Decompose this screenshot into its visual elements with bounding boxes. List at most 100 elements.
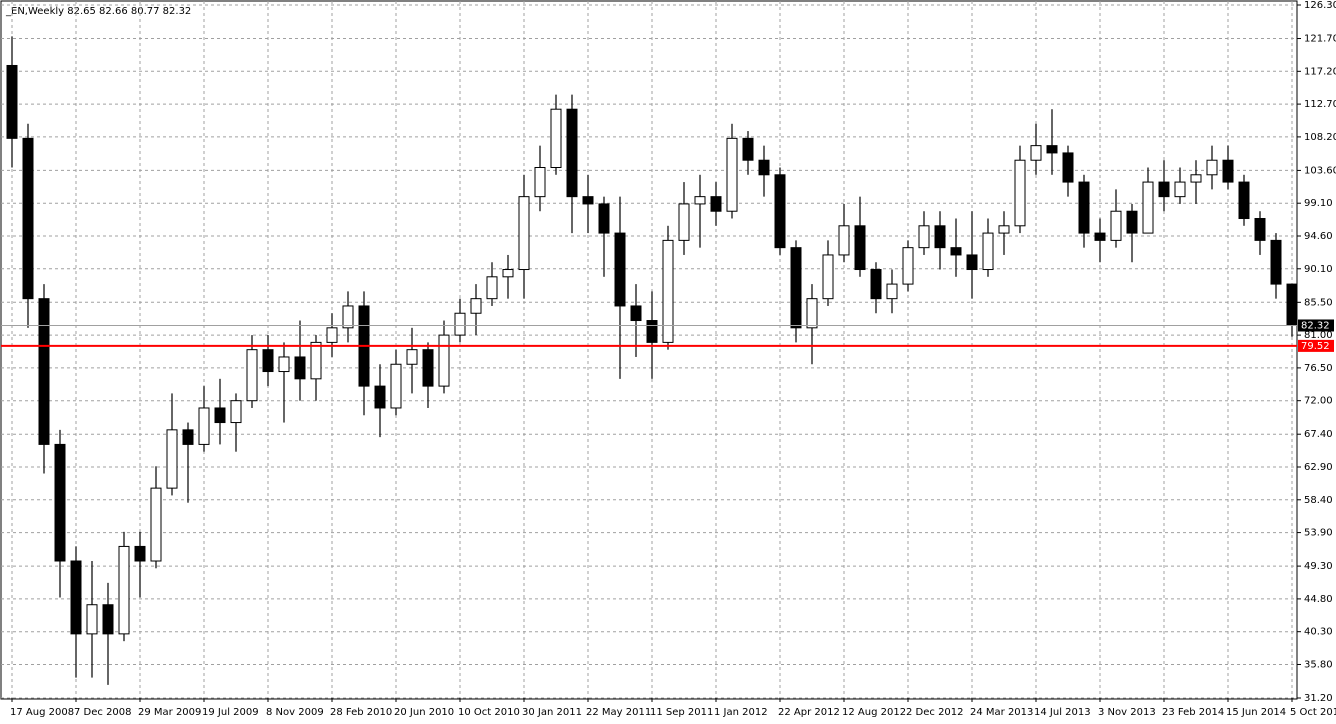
x-tick-label: 7 Dec 2008 (74, 707, 132, 718)
candle-body (662, 239, 674, 343)
y-tick-label: 81.00 (1304, 330, 1333, 341)
candle-body (918, 225, 930, 249)
candle-body (454, 312, 466, 336)
candle-body (86, 604, 98, 635)
candle-body (1286, 283, 1298, 326)
candle-body (870, 269, 882, 300)
candle-body (1046, 145, 1058, 154)
x-tick-label: 22 May 2011 (586, 707, 651, 718)
candle-body (1126, 210, 1138, 234)
x-tick-label: 20 Jun 2010 (394, 707, 454, 718)
candle-body (886, 283, 898, 300)
candle-body (630, 305, 642, 322)
y-tick-label: 112.70 (1304, 99, 1336, 110)
x-tick-label: 30 Jan 2011 (522, 707, 582, 718)
x-tick-label: 17 Aug 2008 (10, 707, 74, 718)
candle-body (390, 363, 402, 409)
candle-body (214, 407, 226, 424)
candle-body (406, 349, 418, 365)
candle-body (1014, 159, 1026, 227)
candle-body (822, 254, 834, 300)
candle-body (54, 443, 66, 562)
y-tick-label: 72.00 (1304, 396, 1333, 407)
x-tick-label: 28 Feb 2010 (330, 707, 392, 718)
candle-body (646, 320, 658, 343)
candle-body (422, 349, 434, 387)
y-tick-label: 90.10 (1304, 264, 1333, 275)
candle-body (998, 225, 1010, 234)
y-tick-label: 53.90 (1304, 528, 1333, 539)
y-tick-label: 40.30 (1304, 627, 1333, 638)
candle-body (262, 349, 274, 373)
candle-body (966, 254, 978, 271)
candle-body (310, 341, 322, 380)
candle-body (518, 196, 530, 271)
x-tick-label: 1 Jan 2012 (714, 707, 768, 718)
y-tick-label: 126.30 (1304, 0, 1336, 11)
x-tick-label: 2 Dec 2012 (906, 707, 964, 718)
candle-body (1190, 174, 1202, 183)
candle-body (438, 334, 450, 387)
candle-body (694, 196, 706, 205)
candle-body (230, 400, 242, 424)
candle-body (182, 429, 194, 445)
y-tick-label: 85.50 (1304, 297, 1333, 308)
x-tick-label: 12 Aug 2012 (842, 707, 906, 718)
y-tick-label: 121.70 (1304, 34, 1336, 45)
x-tick-label: 29 Mar 2009 (138, 707, 201, 718)
chart-title: _EN,Weekly 82.65 82.66 80.77 82.32 (5, 6, 191, 17)
y-tick-label: 31.20 (1304, 693, 1333, 704)
candle-body (246, 349, 258, 402)
x-tick-label: 23 Feb 2014 (1162, 707, 1224, 718)
candle-body (486, 276, 498, 300)
hline-price-box (1298, 339, 1334, 352)
y-tick-label: 117.20 (1304, 66, 1336, 77)
plot-frame (0, 0, 1298, 700)
candle-body (118, 545, 130, 635)
candle-body (1078, 181, 1090, 234)
candle-body (1254, 218, 1266, 241)
x-tick-label: 8 Nov 2009 (266, 707, 324, 718)
candle-body (902, 247, 914, 285)
candle-body (726, 137, 738, 212)
candle-body (550, 108, 562, 169)
candle-body (598, 203, 610, 234)
candle-body (758, 159, 770, 176)
last-price-label: 82.32 (1301, 320, 1330, 331)
candle-body (38, 298, 50, 445)
candle-body (470, 298, 482, 314)
candle-body (70, 560, 82, 635)
candle-body (1222, 159, 1234, 183)
candle-body (1030, 145, 1042, 161)
y-tick-label: 44.80 (1304, 594, 1333, 605)
candle-body (934, 225, 946, 249)
candle-body (1206, 159, 1218, 176)
x-tick-label: 3 Nov 2013 (1098, 707, 1156, 718)
candle-body (806, 298, 818, 329)
y-tick-label: 58.40 (1304, 495, 1333, 506)
candle-body (950, 247, 962, 256)
candle-body (198, 407, 210, 445)
candle-body (982, 232, 994, 271)
candle-body (1062, 152, 1074, 183)
x-tick-label: 14 Jul 2013 (1034, 707, 1091, 718)
y-tick-label: 103.60 (1304, 165, 1336, 176)
candle-body (342, 305, 354, 329)
candle-body (854, 225, 866, 271)
candle-body (1238, 181, 1250, 220)
candle-body (582, 196, 594, 205)
candle-body (294, 356, 306, 380)
candle-body (374, 385, 386, 409)
candle-body (1094, 232, 1106, 241)
candle-body (1110, 210, 1122, 241)
candle-body (534, 167, 546, 198)
y-tick-label: 35.80 (1304, 659, 1333, 670)
y-tick-label: 49.30 (1304, 561, 1333, 572)
y-tick-label: 76.50 (1304, 363, 1333, 374)
y-tick-label: 67.40 (1304, 429, 1333, 440)
candle-body (742, 137, 754, 161)
candle-body (1270, 239, 1282, 285)
candle-body (22, 137, 34, 300)
